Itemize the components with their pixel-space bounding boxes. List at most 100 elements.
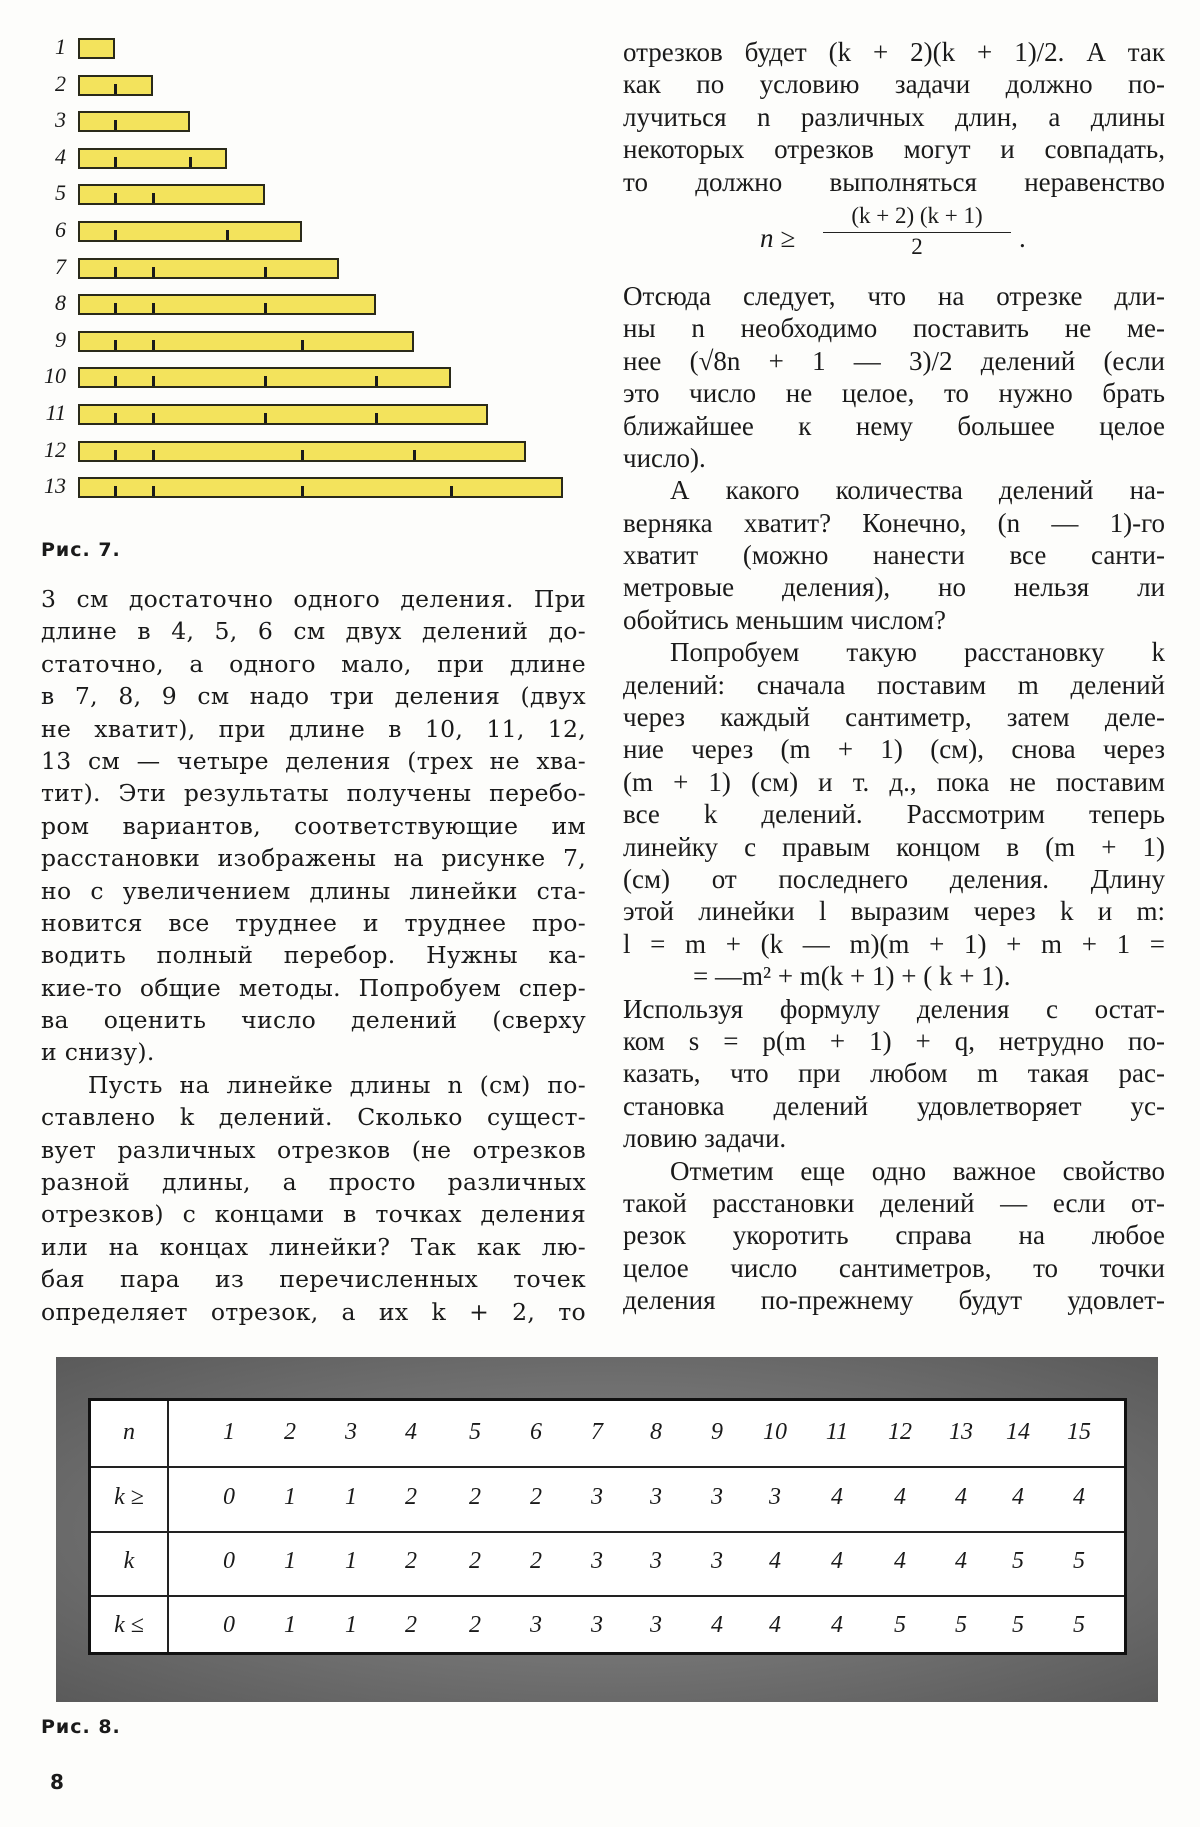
ruler — [78, 330, 414, 352]
table-cell: 5 — [894, 1611, 906, 1638]
formula-numerator: (k + 2) (k + 1) — [823, 202, 1011, 233]
table-cell: 3 — [769, 1483, 781, 1510]
ruler-tick — [188, 156, 192, 167]
row-header: k ≥ — [114, 1483, 144, 1510]
text-line: делений: сначала поставим m делений — [623, 669, 1165, 700]
ruler-tick — [151, 266, 155, 277]
table-cell: 2 — [405, 1611, 417, 1638]
text-line: бая пара из перечисленных точек — [41, 1265, 586, 1294]
text-line: такой расстановки делений — если от- — [623, 1187, 1165, 1218]
table-cell: 14 — [1006, 1418, 1030, 1445]
table-column-divider — [167, 1401, 169, 1652]
text-line: = —m² + m(k + 1) + ( k + 1). — [693, 961, 1011, 992]
ruler-tick — [151, 193, 155, 204]
table-cell: 1 — [345, 1483, 357, 1510]
table-cell: 5 — [469, 1418, 481, 1445]
text-line: в 7, 8, 9 см надо три деления (двух — [41, 682, 586, 711]
figure-7-rulers: 1 2 3 4 5 6 7 8 9 10 11 12 13 — [0, 0, 600, 520]
text-line: резок укоротить справа на любое — [623, 1220, 1165, 1251]
ruler-label: 7 — [55, 253, 66, 279]
text-line: Отсюда следует, что на отрезке дли- — [623, 280, 1165, 311]
text-line: (m + 1) (см) и т. д., пока не поставим — [623, 766, 1165, 797]
row-header: k — [123, 1548, 135, 1574]
table-cell: 2 — [530, 1483, 542, 1510]
table-cell: 4 — [894, 1548, 906, 1574]
table-row: k 0 1 1 2 2 2 3 3 3 4 4 4 4 5 5 — [91, 1531, 1124, 1597]
table-cell: 4 — [711, 1611, 723, 1638]
figure-8-caption: Рис. 8. — [41, 1716, 121, 1738]
text-line: число). — [623, 442, 706, 473]
text-line: водить полный перебор. Нужны ка- — [41, 941, 586, 970]
text-line: l = m + (k — m)(m + 1) + m + 1 = — [623, 928, 1165, 959]
table-cell: 4 — [831, 1483, 843, 1510]
ruler-label: 9 — [55, 326, 66, 352]
ruler-tick — [114, 486, 118, 497]
table-cell: 0 — [223, 1611, 235, 1638]
text-line: или на концах линейки? Так как лю- — [41, 1232, 586, 1261]
ruler-label: 3 — [55, 107, 66, 133]
text-line: становка делений удовлетворяет ус- — [623, 1090, 1165, 1121]
table-cell: 15 — [1067, 1418, 1091, 1445]
ruler-tick — [263, 413, 267, 423]
ruler — [78, 221, 302, 242]
ruler-tick — [151, 449, 155, 460]
ruler-tick — [300, 339, 304, 350]
ruler-label: 11 — [45, 400, 66, 425]
table-cell: 4 — [1012, 1483, 1024, 1510]
ruler — [78, 440, 526, 462]
text-line: верняка хватит? Конечно, (n — 1)-го — [623, 507, 1165, 538]
table-cell: 2 — [469, 1483, 481, 1510]
ruler-tick — [300, 486, 304, 497]
ruler-tick — [114, 339, 118, 350]
table-cell: 3 — [530, 1611, 542, 1638]
ruler-tick — [412, 449, 416, 460]
text-line: статочно, а одного мало, при длине — [41, 649, 586, 678]
table-cell: 3 — [650, 1548, 662, 1574]
table-cell: 2 — [405, 1548, 417, 1574]
table-row: k ≤ 0 1 1 2 2 3 3 3 4 4 4 5 5 5 5 — [91, 1595, 1124, 1658]
ruler-label: 4 — [55, 143, 66, 169]
table-cell: 5 — [1073, 1611, 1085, 1638]
ruler-tick — [263, 376, 267, 387]
table-cell: 12 — [888, 1418, 912, 1445]
text-line: не хватит), при длине в 10, 11, 12, — [41, 714, 586, 743]
ruler-tick — [151, 413, 155, 423]
text-line: метровые деления), но нельзя ли — [623, 572, 1165, 603]
text-line: некоторых отрезков могут и совпадать, — [623, 134, 1165, 165]
ruler-tick — [151, 376, 155, 387]
table-cell: 3 — [650, 1483, 662, 1510]
table-row: n 1 2 3 4 5 6 7 8 9 10 11 12 13 14 15 — [91, 1401, 1124, 1468]
ruler — [78, 38, 116, 59]
table-cell: 1 — [284, 1548, 296, 1574]
table-cell: 4 — [955, 1548, 967, 1574]
table-cell: 2 — [405, 1483, 417, 1510]
text-line: линейку с правым концом в (m + 1) — [623, 831, 1165, 862]
ruler-tick — [114, 266, 118, 277]
formula-end: . — [1019, 222, 1026, 253]
table-cell: 1 — [284, 1611, 296, 1638]
text-line: отрезков) с концами в точках деления — [41, 1200, 586, 1229]
ruler-label: 10 — [44, 363, 66, 389]
text-line: казать, что при любом m такая рас- — [623, 1058, 1165, 1089]
ruler-label: 6 — [55, 217, 66, 242]
formula-lhs: n ≥ — [760, 222, 796, 253]
ruler — [78, 404, 489, 425]
table-row: k ≥ 0 1 1 2 2 2 3 3 3 3 4 4 4 4 4 — [91, 1466, 1124, 1533]
text-line: длине в 4, 5, 6 см двух делений до- — [41, 617, 586, 646]
figure-8-photo: n 1 2 3 4 5 6 7 8 9 10 11 12 13 14 15 k ≥0 1 1 2 2 2 3 3 3 3 4 4 4 4 4… — [56, 1357, 1158, 1702]
ruler-tick — [114, 413, 118, 423]
table-cell: 3 — [345, 1418, 357, 1445]
table-cell: 3 — [591, 1483, 603, 1510]
ruler — [78, 147, 228, 169]
ruler-label: 1 — [55, 34, 66, 59]
table-cell: 4 — [955, 1483, 967, 1510]
table-cell: 5 — [1012, 1611, 1024, 1638]
ruler-tick — [263, 303, 267, 314]
text-line: ны n необходимо поставить не ме- — [623, 313, 1165, 344]
ruler — [78, 294, 377, 316]
ruler — [78, 477, 563, 499]
table-cell: 4 — [769, 1548, 781, 1574]
text-line: ставлено k делений. Сколько сущест- — [41, 1103, 586, 1132]
table-cell: 0 — [223, 1548, 235, 1574]
table-cell: 9 — [711, 1418, 723, 1445]
